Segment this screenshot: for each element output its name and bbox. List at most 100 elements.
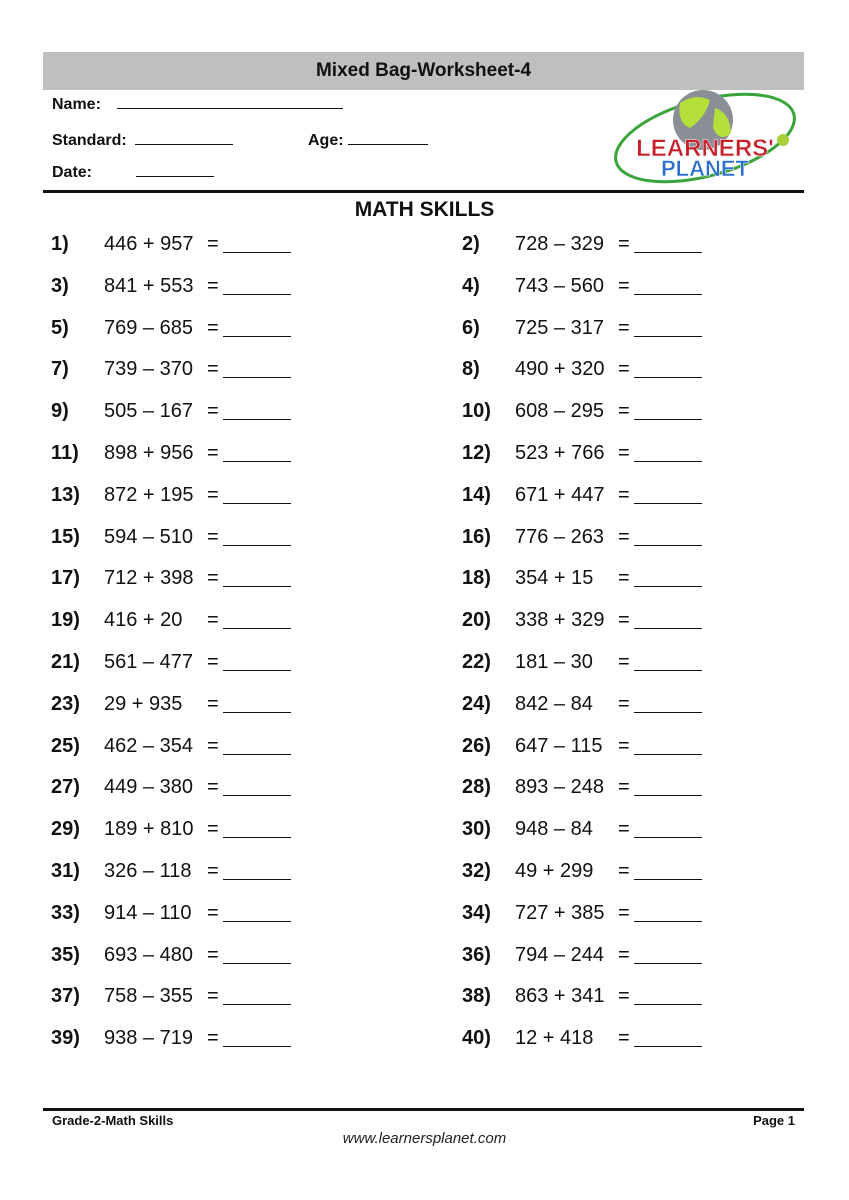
problem-expression: 12 + 418	[515, 1027, 594, 1050]
answer-blank[interactable]	[634, 293, 702, 295]
problem-number: 31)	[51, 860, 80, 882]
problem-expression: 938 – 719	[104, 1027, 193, 1050]
equals-sign: =	[207, 776, 219, 799]
answer-blank[interactable]	[634, 252, 702, 253]
equals-sign: =	[207, 818, 219, 841]
answer-blank[interactable]	[223, 711, 291, 713]
answer-blank[interactable]	[223, 837, 291, 839]
section-title: MATH SKILLS	[354, 198, 495, 221]
answer-blank[interactable]	[634, 1004, 702, 1006]
problem-number: 1)	[51, 233, 69, 255]
answer-blank[interactable]	[223, 586, 291, 588]
equals-sign: =	[618, 358, 630, 381]
age-blank[interactable]	[348, 130, 429, 145]
answer-blank[interactable]	[634, 502, 702, 504]
problem-expression: 693 – 480	[104, 943, 193, 966]
problem-expression: 505 – 167	[104, 400, 193, 423]
answer-blank[interactable]	[223, 962, 291, 964]
answer-blank[interactable]	[223, 419, 291, 421]
equals-sign: =	[207, 442, 219, 464]
answer-blank[interactable]	[223, 920, 291, 922]
answer-blank[interactable]	[634, 837, 702, 839]
answer-blank[interactable]	[223, 377, 291, 379]
problem-number: 34)	[462, 901, 491, 924]
answer-blank[interactable]	[223, 252, 291, 253]
answer-blank[interactable]	[634, 711, 702, 713]
footer-url[interactable]: www.learnersplanet.com	[342, 1130, 507, 1147]
problem-number: 23)	[51, 692, 80, 715]
answer-blank[interactable]	[634, 795, 702, 797]
answer-blank[interactable]	[634, 753, 702, 755]
equals-sign: =	[207, 860, 219, 882]
problem-expression: 446 + 957	[104, 233, 194, 255]
equals-sign: =	[207, 901, 219, 924]
problem-number: 12)	[462, 442, 491, 464]
problem-expression: 326 – 118	[104, 860, 192, 882]
learners-planet-logo: LEARNERS' PLANET	[614, 90, 796, 184]
answer-blank[interactable]	[223, 544, 291, 546]
answer-blank[interactable]	[223, 293, 291, 295]
answer-blank[interactable]	[634, 377, 702, 379]
answer-blank[interactable]	[634, 879, 702, 880]
equals-sign: =	[207, 483, 219, 506]
problem-number: 37)	[51, 985, 80, 1008]
problem-number: 29)	[51, 818, 80, 841]
equals-sign: =	[618, 525, 630, 548]
answer-blank[interactable]	[223, 1046, 291, 1048]
problem-number: 26)	[462, 734, 491, 757]
problem-expression: 594 – 510	[104, 525, 193, 548]
answer-blank[interactable]	[634, 1046, 702, 1048]
answer-blank[interactable]	[634, 920, 702, 922]
answer-blank[interactable]	[223, 753, 291, 755]
problem-expression: 462 – 354	[104, 734, 193, 757]
answer-blank[interactable]	[223, 670, 291, 671]
equals-sign: =	[207, 274, 219, 297]
answer-blank[interactable]	[634, 670, 702, 671]
answer-blank[interactable]	[634, 962, 702, 964]
date-field: Date:	[52, 162, 215, 182]
answer-blank[interactable]	[634, 419, 702, 421]
problem-number: 40)	[462, 1027, 491, 1050]
answer-blank[interactable]	[223, 461, 291, 462]
problem-expression: 948 – 84	[515, 818, 593, 841]
problem-number: 3)	[51, 274, 69, 297]
problem-number: 8)	[462, 358, 480, 381]
equals-sign: =	[618, 985, 630, 1008]
equals-sign: =	[618, 316, 630, 339]
date-blank[interactable]	[136, 162, 215, 177]
answer-blank[interactable]	[634, 461, 702, 462]
equals-sign: =	[207, 1027, 219, 1050]
problem-expression: 449 – 380	[104, 776, 193, 799]
problem-expression: 842 – 84	[515, 692, 593, 715]
equals-sign: =	[618, 818, 630, 841]
problem-number: 15)	[51, 525, 80, 548]
footer-page-number: Page 1	[753, 1113, 795, 1128]
equals-sign: =	[207, 734, 219, 757]
standard-field: Standard:	[52, 130, 234, 150]
problem-expression: 769 – 685	[104, 316, 193, 339]
equals-sign: =	[207, 316, 219, 339]
equals-sign: =	[207, 358, 219, 381]
header-divider	[43, 190, 804, 193]
problem-expression: 727 + 385	[515, 901, 605, 924]
name-blank[interactable]	[117, 94, 344, 109]
answer-blank[interactable]	[634, 586, 702, 588]
answer-blank[interactable]	[223, 795, 291, 797]
answer-blank[interactable]	[223, 879, 291, 880]
problem-number: 30)	[462, 818, 491, 841]
equals-sign: =	[207, 233, 219, 255]
problem-number: 32)	[462, 860, 491, 882]
answer-blank[interactable]	[223, 335, 291, 337]
equals-sign: =	[618, 609, 630, 632]
answer-blank[interactable]	[634, 335, 702, 337]
problem-number: 4)	[462, 274, 480, 297]
answer-blank[interactable]	[223, 628, 291, 630]
answer-blank[interactable]	[223, 502, 291, 504]
standard-blank[interactable]	[135, 130, 234, 145]
name-field: Name:	[52, 94, 344, 114]
answer-blank[interactable]	[223, 1004, 291, 1006]
answer-blank[interactable]	[634, 628, 702, 630]
answer-blank[interactable]	[634, 544, 702, 546]
problem-expression: 893 – 248	[515, 776, 604, 799]
problem-number: 7)	[51, 358, 69, 381]
